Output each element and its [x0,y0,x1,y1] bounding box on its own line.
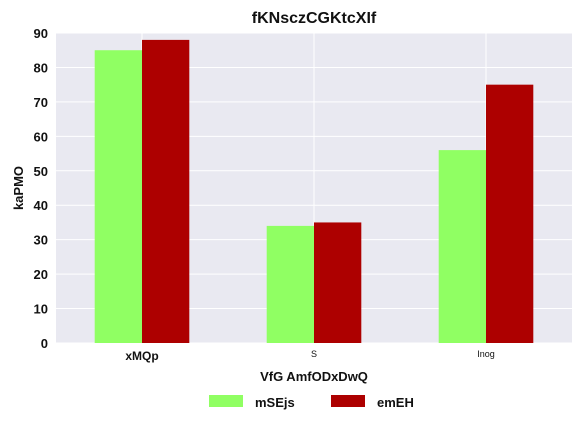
y-tick-label: 40 [34,198,48,213]
legend-label-mSEjs: mSEjs [255,395,295,410]
y-axis-ticks: 0 10 20 30 40 50 60 70 80 90 [34,26,48,351]
bar-emEH-Inog [486,84,534,344]
x-axis-ticks: xMQp S Inog [125,349,494,363]
bar-mSEjs-xMQp [94,50,142,343]
y-tick-label: 20 [34,267,48,282]
y-tick-label: 80 [34,60,48,75]
x-tick-label: S [311,349,317,359]
y-tick-label: 50 [34,164,48,179]
bar-emEH-S [314,222,362,343]
y-tick-label: 70 [34,95,48,110]
bar-mSEjs-S [266,225,314,343]
y-tick-label: 0 [41,336,48,351]
x-tick-label: Inog [477,349,495,359]
x-axis-label: VfG AmfODxDwQ [260,369,368,384]
chart-title: fKNsczCGKtcXIf [252,10,377,27]
y-tick-label: 30 [34,233,48,248]
legend-label-emEH: emEH [377,395,414,410]
legend-swatch-emEH [331,395,365,407]
legend-swatch-mSEjs [209,395,243,407]
bars [94,39,534,344]
y-tick-label: 60 [34,129,48,144]
y-tick-label: 90 [34,26,48,41]
y-tick-label: 10 [34,302,48,317]
x-tick-label: xMQp [125,349,158,363]
legend: mSEjs emEH [209,395,414,410]
y-axis-label: kaPMO [11,166,26,210]
bar-emEH-xMQp [142,39,190,344]
bar-mSEjs-Inog [438,150,486,343]
